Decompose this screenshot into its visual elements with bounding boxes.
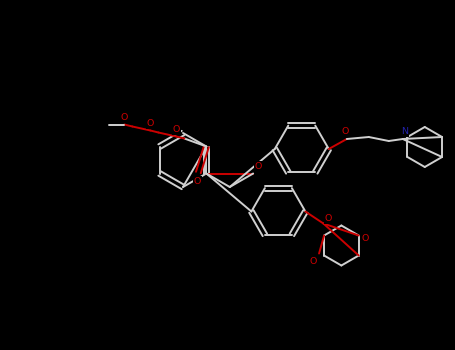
Text: O: O — [194, 177, 201, 186]
Text: O: O — [147, 119, 154, 128]
Text: O: O — [361, 234, 369, 243]
Text: O: O — [254, 162, 262, 171]
Text: N: N — [401, 127, 408, 136]
Text: O: O — [309, 257, 317, 266]
Text: O: O — [325, 214, 332, 223]
Text: O: O — [173, 125, 180, 134]
Text: O: O — [341, 126, 349, 135]
Text: O: O — [121, 113, 128, 122]
